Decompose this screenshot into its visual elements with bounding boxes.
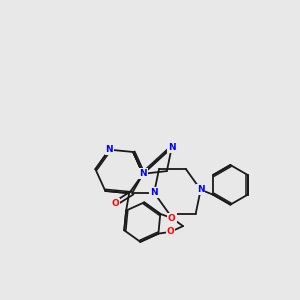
Text: N: N — [106, 145, 113, 154]
Text: N: N — [197, 185, 205, 194]
Text: N: N — [139, 169, 147, 178]
Text: N: N — [168, 143, 176, 152]
Text: O: O — [112, 199, 119, 208]
Text: N: N — [150, 188, 158, 197]
Text: O: O — [167, 227, 174, 236]
Text: O: O — [168, 214, 176, 223]
